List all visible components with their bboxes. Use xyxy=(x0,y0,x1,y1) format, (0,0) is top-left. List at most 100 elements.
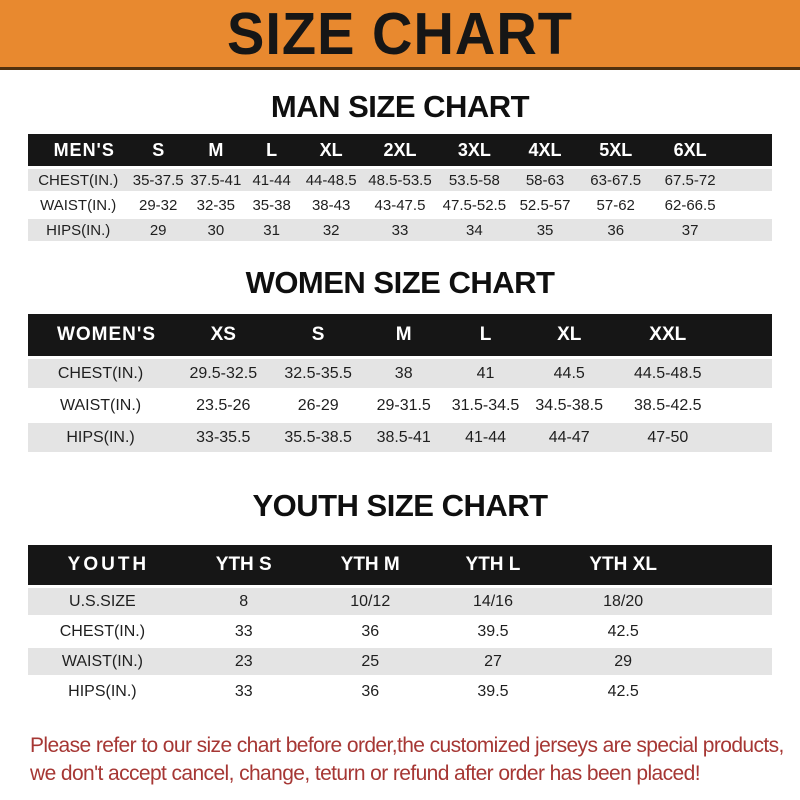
spacer-cell xyxy=(690,678,772,705)
size-value-cell: 8 xyxy=(176,588,311,615)
size-column-header: XS xyxy=(173,314,274,356)
size-value-cell: 42.5 xyxy=(556,678,691,705)
size-value-cell: 44-47 xyxy=(526,423,612,452)
size-value-cell: 48.5-53.5 xyxy=(362,169,438,191)
size-value-cell: 57-62 xyxy=(578,194,653,216)
size-column-header: S xyxy=(128,134,188,166)
size-value-cell: 39.5 xyxy=(429,618,557,645)
size-value-cell: 38.5-41 xyxy=(362,423,445,452)
men-hips-row: HIPS(IN.) 29 30 31 32 33 34 35 36 37 xyxy=(28,219,772,241)
men-group-label: MEN'S xyxy=(28,134,129,166)
row-label-cell: CHEST(IN.) xyxy=(28,169,129,191)
size-column-header: YTH M xyxy=(310,545,430,585)
size-value-cell: 33 xyxy=(362,219,438,241)
size-value-cell: 29 xyxy=(556,648,691,675)
size-column-header: S xyxy=(273,314,363,356)
youth-group-label: YOUTH xyxy=(28,545,177,585)
spacer-cell xyxy=(690,648,772,675)
size-value-cell: 29.5-32.5 xyxy=(173,359,274,388)
men-size-table: MEN'S S M L XL 2XL 3XL 4XL 5XL 6XL CHEST… xyxy=(28,131,772,244)
size-value-cell: 30 xyxy=(187,219,244,241)
spacer-cell xyxy=(723,359,772,388)
row-label-cell: CHEST(IN.) xyxy=(28,359,174,388)
size-column-header: M xyxy=(187,134,244,166)
size-value-cell: 33-35.5 xyxy=(173,423,274,452)
size-value-cell: 34 xyxy=(437,219,512,241)
size-value-cell: 35.5-38.5 xyxy=(273,423,363,452)
youth-waist-row: WAIST(IN.) 23 25 27 29 xyxy=(28,648,772,675)
size-value-cell: 31 xyxy=(243,219,300,241)
size-value-cell: 34.5-38.5 xyxy=(526,391,612,420)
size-value-cell: 36 xyxy=(578,219,653,241)
size-value-cell: 44.5 xyxy=(526,359,612,388)
youth-size-table: YOUTH YTH S YTH M YTH L YTH XL U.S.SIZE … xyxy=(28,542,772,708)
size-value-cell: 23 xyxy=(176,648,311,675)
size-value-cell: 41-44 xyxy=(444,423,527,452)
women-chest-row: CHEST(IN.) 29.5-32.5 32.5-35.5 38 41 44.… xyxy=(28,359,772,388)
size-value-cell: 41-44 xyxy=(243,169,300,191)
size-column-header: YTH XL xyxy=(556,545,691,585)
row-label-cell: HIPS(IN.) xyxy=(28,219,129,241)
size-value-cell: 10/12 xyxy=(310,588,430,615)
size-column-header: 4XL xyxy=(511,134,579,166)
size-value-cell: 67.5-72 xyxy=(652,169,728,191)
size-value-cell: 31.5-34.5 xyxy=(444,391,527,420)
men-waist-row: WAIST(IN.) 29-32 32-35 35-38 38-43 43-47… xyxy=(28,194,772,216)
spacer-cell xyxy=(690,588,772,615)
size-value-cell: 32.5-35.5 xyxy=(273,359,363,388)
size-value-cell: 38 xyxy=(362,359,445,388)
size-column-header: XXL xyxy=(611,314,724,356)
size-column-header: 6XL xyxy=(652,134,728,166)
size-value-cell: 38-43 xyxy=(299,194,363,216)
women-waist-row: WAIST(IN.) 23.5-26 26-29 29-31.5 31.5-34… xyxy=(28,391,772,420)
size-value-cell: 33 xyxy=(176,618,311,645)
size-value-cell: 29 xyxy=(128,219,188,241)
size-column-header: XL xyxy=(299,134,363,166)
size-value-cell: 37 xyxy=(652,219,728,241)
row-label-cell: WAIST(IN.) xyxy=(28,391,174,420)
disclaimer-note: Please refer to our size chart before or… xyxy=(30,732,800,788)
row-label-cell: U.S.SIZE xyxy=(28,588,177,615)
size-value-cell: 14/16 xyxy=(429,588,557,615)
women-hips-row: HIPS(IN.) 33-35.5 35.5-38.5 38.5-41 41-4… xyxy=(28,423,772,452)
spacer-cell xyxy=(727,169,772,191)
size-value-cell: 52.5-57 xyxy=(511,194,579,216)
size-value-cell: 33 xyxy=(176,678,311,705)
size-value-cell: 29-31.5 xyxy=(362,391,445,420)
size-value-cell: 43-47.5 xyxy=(362,194,438,216)
size-value-cell: 37.5-41 xyxy=(187,169,244,191)
size-value-cell: 58-63 xyxy=(511,169,579,191)
size-value-cell: 36 xyxy=(310,618,430,645)
women-size-table: WOMEN'S XS S M L XL XXL CHEST(IN.) 29.5-… xyxy=(28,311,772,455)
size-value-cell: 32-35 xyxy=(187,194,244,216)
spacer-cell xyxy=(723,391,772,420)
size-value-cell: 42.5 xyxy=(556,618,691,645)
size-value-cell: 36 xyxy=(310,678,430,705)
size-value-cell: 25 xyxy=(310,648,430,675)
size-chart-banner: SIZE CHART xyxy=(0,0,800,70)
women-table-header-row: WOMEN'S XS S M L XL XXL xyxy=(28,314,772,356)
size-column-header: L xyxy=(444,314,527,356)
size-value-cell: 23.5-26 xyxy=(173,391,274,420)
size-column-header: 2XL xyxy=(362,134,438,166)
spacer-cell xyxy=(690,618,772,645)
row-label-cell: WAIST(IN.) xyxy=(28,648,177,675)
row-label-cell: HIPS(IN.) xyxy=(28,423,174,452)
size-value-cell: 44-48.5 xyxy=(299,169,363,191)
women-group-label: WOMEN'S xyxy=(28,314,174,356)
size-value-cell: 35-37.5 xyxy=(128,169,188,191)
banner-title: SIZE CHART xyxy=(227,0,573,67)
spacer-cell xyxy=(690,545,772,585)
size-value-cell: 27 xyxy=(429,648,557,675)
youth-hips-row: HIPS(IN.) 33 36 39.5 42.5 xyxy=(28,678,772,705)
row-label-cell: WAIST(IN.) xyxy=(28,194,129,216)
size-column-header: YTH S xyxy=(176,545,311,585)
man-size-chart-title: MAN SIZE CHART xyxy=(270,89,530,124)
size-value-cell: 39.5 xyxy=(429,678,557,705)
men-chest-row: CHEST(IN.) 35-37.5 37.5-41 41-44 44-48.5… xyxy=(28,169,772,191)
youth-table-header-row: YOUTH YTH S YTH M YTH L YTH XL xyxy=(28,545,772,585)
size-value-cell: 47-50 xyxy=(611,423,724,452)
men-table-header-row: MEN'S S M L XL 2XL 3XL 4XL 5XL 6XL xyxy=(28,134,772,166)
size-value-cell: 44.5-48.5 xyxy=(611,359,724,388)
spacer-cell xyxy=(723,423,772,452)
